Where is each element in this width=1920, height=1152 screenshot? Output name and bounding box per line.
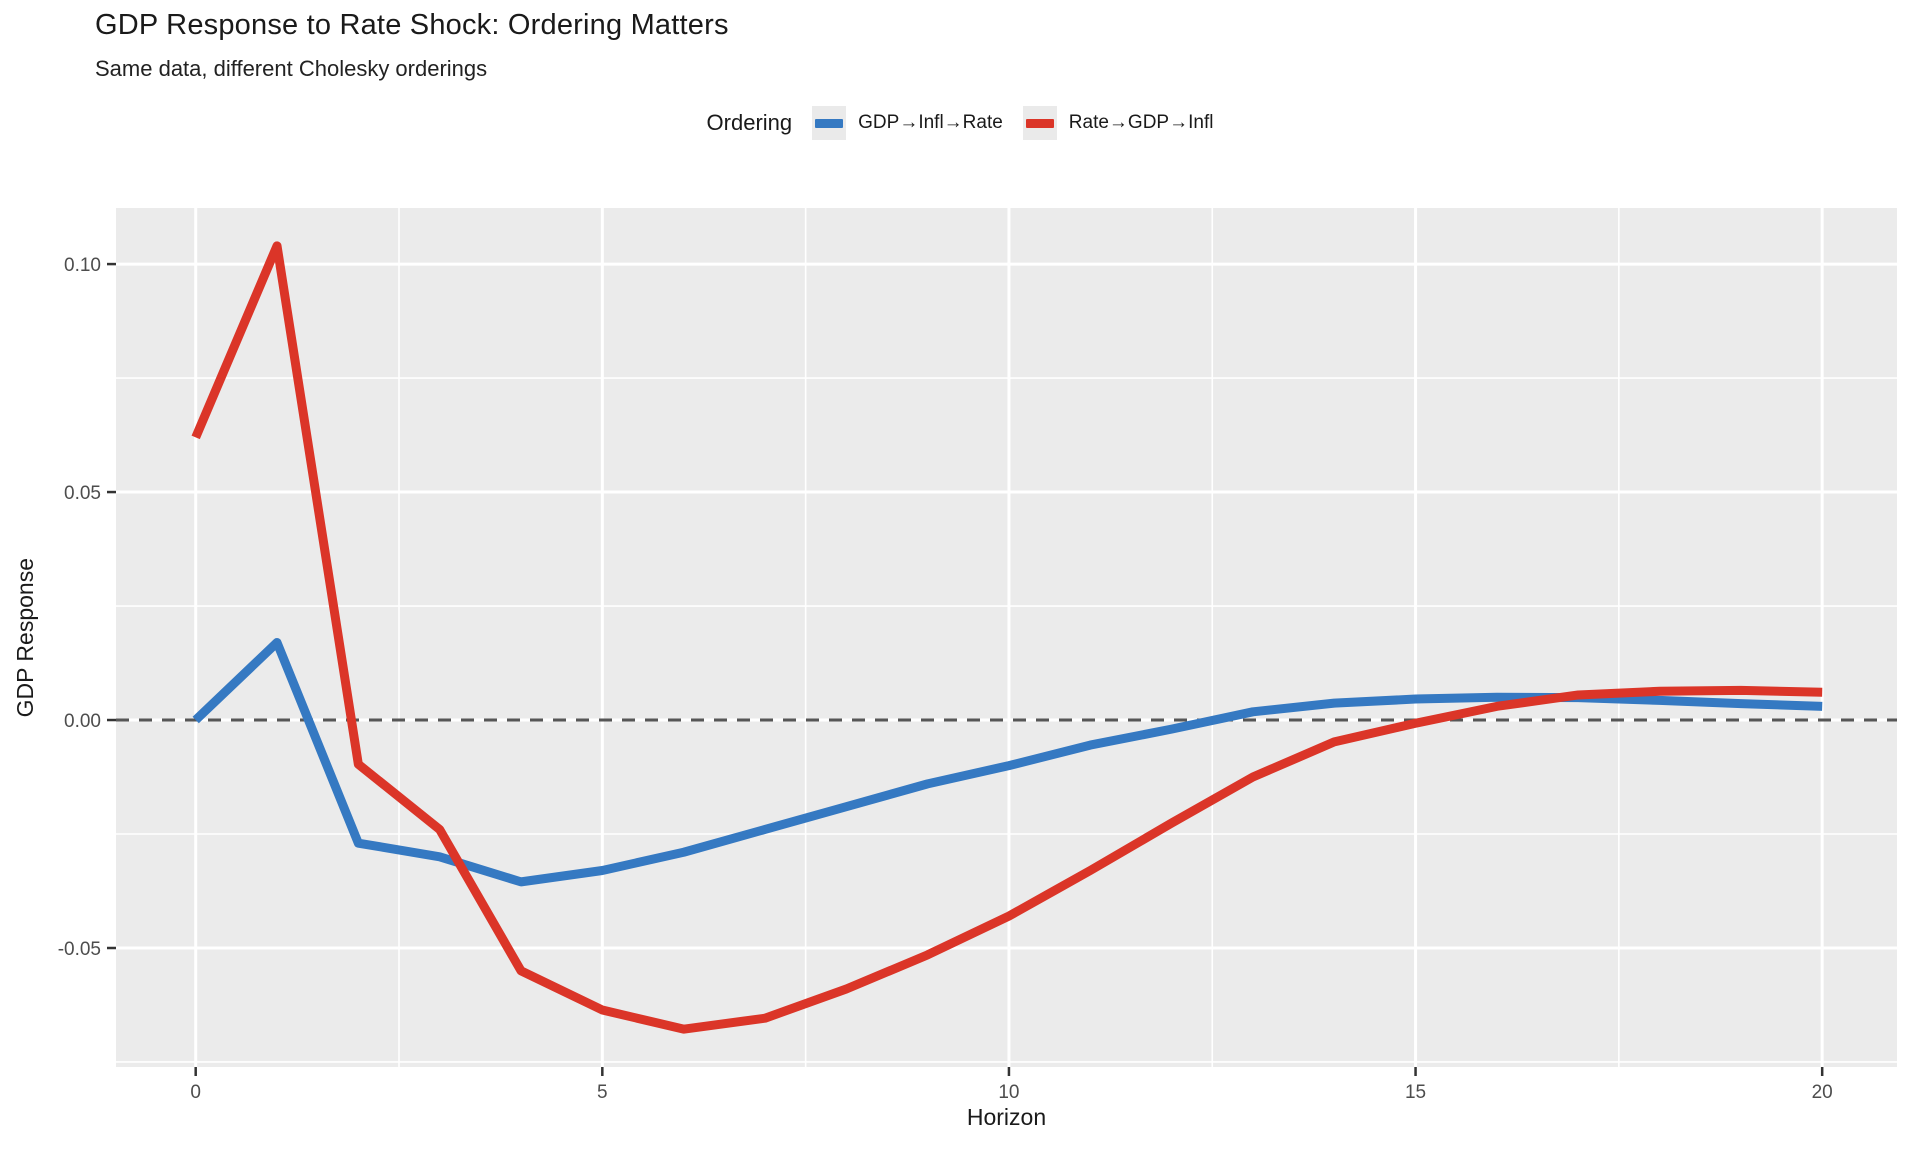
legend-label: Rate→GDP→Infl	[1068, 112, 1214, 133]
y-axis-title: GDP Response	[12, 557, 38, 718]
x-tick-label: 20	[1812, 1082, 1833, 1103]
legend-line-swatch-red	[1025, 118, 1054, 128]
y-axis-title-wrap: GDP Response	[12, 208, 39, 1067]
plot-panel	[116, 208, 1897, 1067]
legend-entry-gdp-infl-rate: GDP→Infl→Rate	[812, 106, 1003, 140]
y-tick-label: 0.00	[64, 711, 101, 732]
series-line-rate-gdp-infl	[191, 241, 1823, 1034]
legend-key-box	[812, 106, 847, 140]
x-axis-title: Horizon	[966, 1104, 1047, 1130]
legend-entry-rate-gdp-infl: Rate→GDP→Infl	[1022, 106, 1214, 140]
legend-line-swatch-blue	[815, 118, 844, 128]
y-tick-label: -0.05	[58, 939, 101, 960]
legend-title: Ordering	[706, 110, 793, 135]
legend-key-box	[1022, 106, 1057, 140]
legend-label: GDP→Infl→Rate	[858, 112, 1003, 133]
x-tick-label: 15	[1405, 1082, 1426, 1103]
x-tick-label: 0	[190, 1082, 201, 1103]
chart-title: GDP Response to Rate Shock: Ordering Mat…	[95, 9, 729, 41]
legend: Ordering GDP→Infl→Rate Rate→GDP→Infl	[0, 100, 1920, 146]
y-tick-label: 0.10	[64, 255, 101, 276]
x-tick-label: 5	[597, 1082, 608, 1103]
chart-subtitle: Same data, different Cholesky orderings	[95, 56, 488, 81]
y-tick-label: 0.05	[64, 483, 101, 504]
x-tick-label: 10	[998, 1082, 1019, 1103]
